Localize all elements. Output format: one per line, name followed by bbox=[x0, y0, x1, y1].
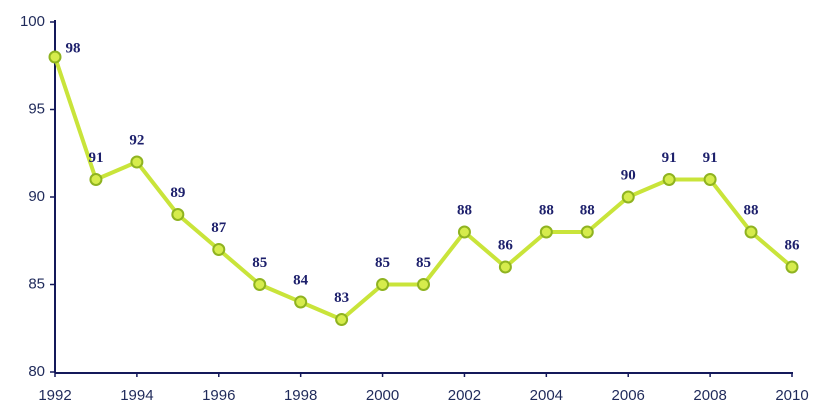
x-tick-label: 1996 bbox=[202, 387, 235, 404]
data-label: 88 bbox=[457, 202, 472, 218]
data-label: 90 bbox=[621, 167, 636, 183]
data-label: 88 bbox=[539, 202, 554, 218]
marker bbox=[744, 225, 758, 239]
data-label: 89 bbox=[170, 185, 185, 201]
x-tick-label: 2006 bbox=[612, 387, 645, 404]
marker bbox=[48, 50, 62, 64]
marker bbox=[130, 155, 144, 169]
data-label: 84 bbox=[293, 272, 309, 288]
x-tick-label: 2010 bbox=[775, 387, 808, 404]
data-label: 88 bbox=[744, 202, 759, 218]
marker bbox=[335, 313, 349, 326]
marker bbox=[294, 295, 308, 309]
x-tick-label: 2004 bbox=[530, 387, 563, 404]
y-tick-label: 80 bbox=[28, 363, 45, 380]
data-label: 85 bbox=[252, 255, 267, 271]
marker bbox=[417, 278, 430, 291]
x-tick-label: 1998 bbox=[284, 387, 317, 404]
marker bbox=[498, 260, 512, 274]
y-tick-label: 85 bbox=[28, 275, 45, 292]
y-tick-label: 90 bbox=[28, 188, 45, 205]
marker bbox=[89, 173, 103, 186]
marker bbox=[539, 225, 553, 239]
data-label: 85 bbox=[416, 255, 431, 271]
marker bbox=[457, 225, 471, 239]
data-label: 92 bbox=[129, 132, 144, 148]
data-label: 98 bbox=[66, 40, 81, 56]
data-label: 91 bbox=[662, 150, 677, 166]
x-tick-label: 2000 bbox=[366, 387, 399, 404]
marker bbox=[662, 173, 676, 186]
marker bbox=[785, 260, 799, 274]
x-tick-label: 2002 bbox=[448, 387, 481, 404]
data-label: 87 bbox=[211, 220, 227, 236]
x-tick-label: 1992 bbox=[38, 387, 71, 404]
marker bbox=[580, 225, 594, 239]
marker bbox=[253, 278, 267, 291]
marker bbox=[171, 208, 185, 221]
marker bbox=[376, 278, 390, 291]
data-label: 91 bbox=[88, 150, 103, 166]
marker bbox=[703, 173, 717, 186]
data-label: 88 bbox=[580, 202, 595, 218]
x-tick-label: 1994 bbox=[120, 387, 153, 404]
data-label: 86 bbox=[498, 237, 514, 253]
y-tick-label: 100 bbox=[20, 13, 45, 30]
data-label: 91 bbox=[703, 150, 718, 166]
data-label: 83 bbox=[334, 290, 349, 306]
x-tick-label: 2008 bbox=[693, 387, 726, 404]
data-label: 85 bbox=[375, 255, 390, 271]
marker bbox=[212, 243, 226, 256]
data-label: 86 bbox=[785, 237, 801, 253]
y-tick-label: 95 bbox=[28, 100, 45, 117]
marker bbox=[621, 190, 635, 204]
